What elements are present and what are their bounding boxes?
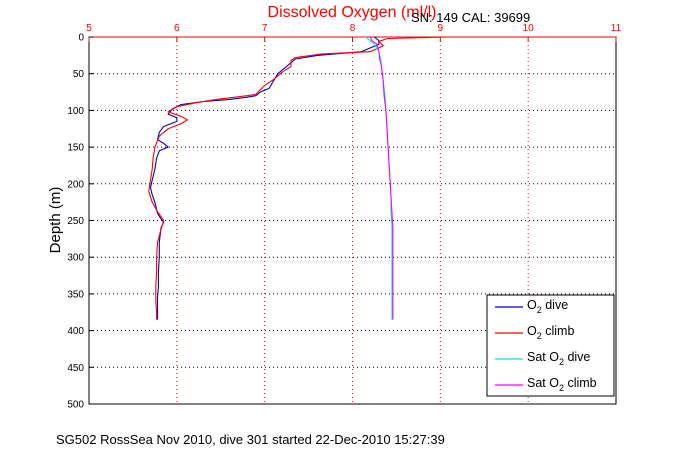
y-tick-label: 200 [67,179,84,190]
legend-label: O2 climb [527,324,574,341]
y-tick-label: 300 [67,253,84,264]
y-tick-label: 350 [67,289,84,300]
x-tick-label: 9 [438,23,444,34]
y-tick-label: 100 [67,106,84,117]
x-tick-label: 5 [86,23,92,34]
legend-box [486,294,615,397]
series-line [148,36,450,320]
x-tick-label: 10 [523,23,535,34]
legend-label: Sat O2 dive [527,350,590,367]
x-tick-label: 6 [174,23,180,34]
y-tick-label: 150 [67,143,84,154]
y-tick-label: 400 [67,326,84,337]
dive-caption: SG502 RossSea Nov 2010, dive 301 started… [56,432,445,447]
y-axis-label: Depth (m) [47,187,64,254]
chart-title: Dissolved Oxygen (ml/l) [268,4,437,21]
y-tick-label: 250 [67,216,84,227]
series-layer [148,36,450,320]
legend-label: O2 dive [527,298,568,315]
legend-label: Sat O2 climb [527,376,597,393]
y-tick-label: 450 [67,363,84,374]
y-tick-label: 0 [78,33,84,44]
legend: O2 dive O2 climb Sat O2 dive Sat O2 climb [486,294,615,397]
y-tick-label: 500 [67,400,84,411]
y-tick-label: 50 [73,69,85,80]
x-tick-label: 8 [350,23,356,34]
x-tick-label: 7 [262,23,268,34]
serial-calibration-label: SN: 149 CAL: 39699 [411,10,530,25]
x-tick-label: 11 [611,23,622,34]
ticks: 5 6 7 8 9 10 11 0 50 100 150 200 250 300 350 400 450 500 [67,23,621,411]
series-line [369,36,394,320]
